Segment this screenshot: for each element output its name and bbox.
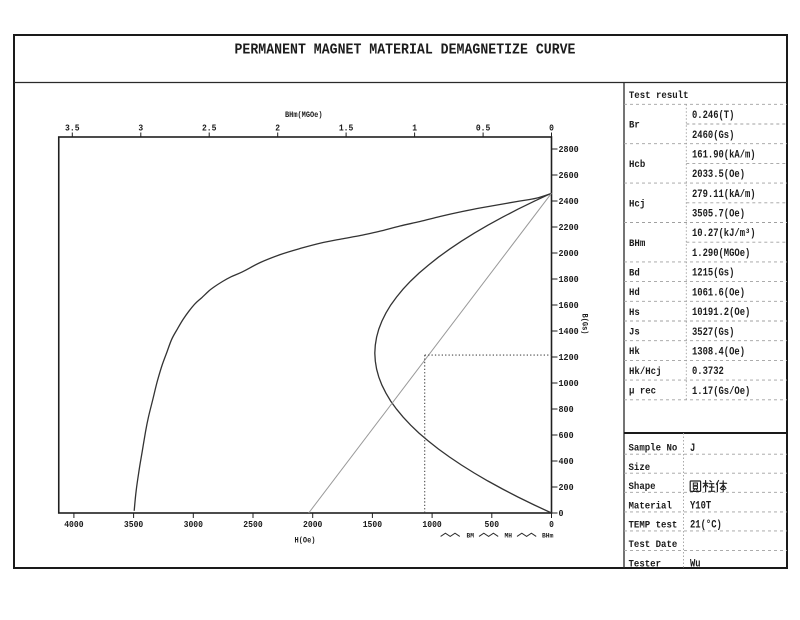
svg-text:Size: Size bbox=[629, 462, 651, 474]
svg-text:2033.5(Oe): 2033.5(Oe) bbox=[692, 169, 745, 181]
svg-text:H(Oe): H(Oe) bbox=[295, 537, 316, 546]
svg-text:Y10T: Y10T bbox=[690, 501, 712, 513]
svg-text:1200: 1200 bbox=[559, 352, 579, 363]
svg-text:1600: 1600 bbox=[559, 300, 579, 311]
svg-text:J: J bbox=[690, 443, 695, 455]
svg-text:Hcj: Hcj bbox=[629, 199, 645, 211]
svg-text:3: 3 bbox=[138, 122, 143, 133]
svg-text:BHm(MGOe): BHm(MGOe) bbox=[285, 111, 323, 120]
svg-text:1400: 1400 bbox=[559, 326, 579, 337]
svg-text:1.17(Gs/Oe): 1.17(Gs/Oe) bbox=[692, 386, 750, 398]
svg-text:2: 2 bbox=[275, 122, 280, 133]
svg-text:Hcb: Hcb bbox=[629, 159, 645, 171]
svg-text:0: 0 bbox=[549, 122, 554, 133]
svg-text:21(°C): 21(°C) bbox=[690, 520, 722, 532]
svg-text:Hk/Hcj: Hk/Hcj bbox=[629, 366, 662, 378]
svg-text:Tester: Tester bbox=[629, 559, 662, 570]
svg-text:1061.6(Oe): 1061.6(Oe) bbox=[692, 287, 745, 299]
svg-text:500: 500 bbox=[485, 519, 500, 530]
svg-text:Test Date: Test Date bbox=[629, 540, 678, 551]
svg-text:Sample No: Sample No bbox=[629, 443, 678, 455]
svg-text:BHm: BHm bbox=[542, 533, 553, 541]
svg-text:600: 600 bbox=[559, 430, 574, 441]
svg-text:3500: 3500 bbox=[124, 519, 143, 530]
svg-text:2460(Gs): 2460(Gs) bbox=[692, 130, 734, 142]
svg-text:3505.7(Oe): 3505.7(Oe) bbox=[692, 209, 745, 221]
svg-text:2800: 2800 bbox=[559, 144, 579, 155]
svg-text:279.11(kA/m): 279.11(kA/m) bbox=[692, 189, 756, 201]
svg-text:10191.2(Oe): 10191.2(Oe) bbox=[692, 307, 750, 319]
svg-text:Bd: Bd bbox=[629, 267, 640, 279]
svg-text:4000: 4000 bbox=[64, 519, 83, 530]
svg-text:2600: 2600 bbox=[559, 170, 579, 181]
svg-text:161.90(kA/m): 161.90(kA/m) bbox=[692, 150, 756, 162]
svg-text:Br: Br bbox=[629, 121, 640, 132]
svg-text:Wu: Wu bbox=[690, 559, 701, 571]
svg-text:Js: Js bbox=[629, 328, 640, 339]
svg-text:MH: MH bbox=[505, 533, 513, 541]
svg-text:1308.4(Oe): 1308.4(Oe) bbox=[692, 346, 745, 358]
svg-text:1800: 1800 bbox=[559, 274, 579, 285]
svg-text:1.290(MGOe): 1.290(MGOe) bbox=[692, 248, 750, 260]
svg-text:BM: BM bbox=[467, 533, 475, 541]
svg-text:10.27(kJ/m³): 10.27(kJ/m³) bbox=[692, 228, 756, 240]
svg-text:2000: 2000 bbox=[559, 248, 579, 259]
svg-text:Material: Material bbox=[629, 500, 672, 512]
svg-text:0.5: 0.5 bbox=[476, 122, 491, 133]
svg-text:3.5: 3.5 bbox=[65, 122, 80, 133]
svg-text:3527(Gs): 3527(Gs) bbox=[692, 327, 734, 339]
svg-text:2000: 2000 bbox=[303, 519, 322, 530]
svg-text:2500: 2500 bbox=[243, 519, 262, 530]
svg-text:400: 400 bbox=[559, 456, 574, 467]
svg-text:Hd: Hd bbox=[629, 287, 640, 299]
svg-text:PERMANENT MAGNET MATERIAL DEMA: PERMANENT MAGNET MATERIAL DEMAGNETIZE CU… bbox=[235, 43, 576, 59]
svg-text:B(Gs): B(Gs) bbox=[580, 314, 589, 335]
svg-text:1000: 1000 bbox=[422, 519, 441, 530]
svg-text:μ rec: μ rec bbox=[629, 387, 656, 398]
svg-text:0.3732: 0.3732 bbox=[692, 366, 724, 378]
svg-text:TEMP test: TEMP test bbox=[629, 520, 678, 531]
svg-text:1000: 1000 bbox=[559, 378, 579, 389]
svg-text:3000: 3000 bbox=[184, 519, 203, 530]
svg-text:0: 0 bbox=[559, 508, 564, 519]
svg-text:1500: 1500 bbox=[363, 519, 382, 530]
svg-text:Hs: Hs bbox=[629, 308, 640, 319]
svg-text:1: 1 bbox=[412, 122, 417, 133]
svg-text:Shape: Shape bbox=[629, 481, 656, 493]
svg-text:0: 0 bbox=[549, 519, 554, 530]
svg-text:800: 800 bbox=[559, 404, 574, 415]
svg-text:Test result: Test result bbox=[629, 90, 689, 102]
svg-text:2200: 2200 bbox=[559, 222, 579, 233]
svg-text:2400: 2400 bbox=[559, 196, 579, 207]
svg-text:Hk: Hk bbox=[629, 346, 640, 358]
svg-text:BHm: BHm bbox=[629, 239, 645, 250]
svg-text:2.5: 2.5 bbox=[202, 122, 217, 133]
svg-text:200: 200 bbox=[559, 482, 574, 493]
svg-text:1.5: 1.5 bbox=[339, 122, 354, 133]
svg-text:1215(Gs): 1215(Gs) bbox=[692, 268, 734, 280]
svg-text:0.246(T): 0.246(T) bbox=[692, 110, 734, 122]
